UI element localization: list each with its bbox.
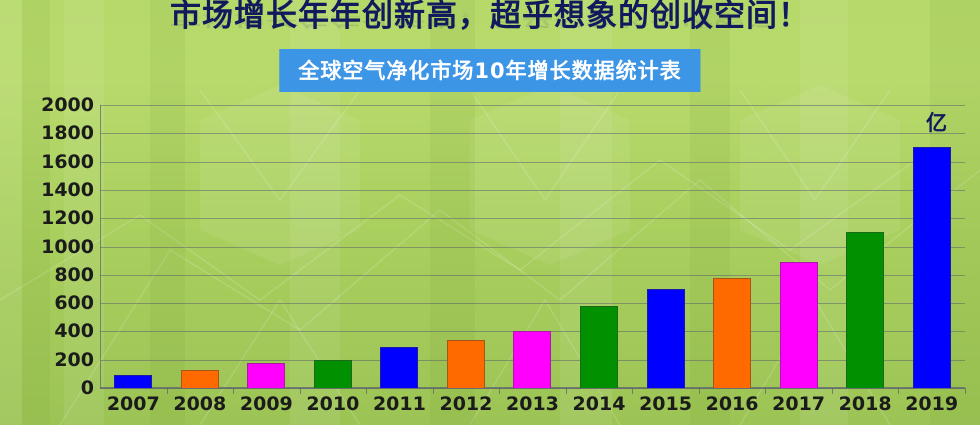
bg-stripe [0,0,22,425]
x-axis-tick-label: 2008 [173,393,227,415]
y-axis-tick-label: 1400 [41,178,94,201]
y-axis-tick-label: 600 [54,292,94,315]
gridline [100,388,965,389]
bar-2015[interactable] [646,288,685,388]
x-tickmark [898,388,900,394]
y-axis-tick-label: 1800 [41,122,94,145]
bar-cell [566,105,633,388]
x-tickmark [299,388,301,394]
y-axis-tick-label: 0 [80,377,94,399]
bar-cell [366,105,433,388]
y-axis-tick-label: 800 [54,263,94,286]
x-tickmark [233,388,235,394]
x-tickmark [432,388,434,394]
x-axis-tick-label: 2015 [639,393,692,415]
y-axis-tick-label: 1600 [41,150,94,173]
chart-plot-area: 2000 1800 1600 1400 1200 1000 800 600 400 200 0 亿 [41,94,966,399]
x-tickmark [831,388,833,394]
bar-series [100,105,965,388]
gridline [100,274,965,276]
y-axis-tick-label: 1200 [41,207,94,230]
bar-cell [167,105,234,388]
x-axis-tick-label: 2017 [772,393,826,415]
bar-2014[interactable] [579,305,618,388]
x-axis-tick-label: 2019 [905,393,959,415]
bar-2016[interactable] [713,277,752,388]
bar-cell [699,105,766,388]
bar-cell [765,105,832,388]
bar-2011[interactable] [380,346,419,388]
x-tickmark [965,388,966,394]
bar-cell [233,105,300,388]
bar-2018[interactable] [846,232,885,388]
x-axis-tick-label: 2010 [306,393,360,415]
x-tickmark [366,388,368,394]
x-axis-tick-label: 2013 [506,393,559,415]
page-headline: 市场增长年年创新高，超乎想象的创收空间！ [170,0,810,34]
bar-2007[interactable] [114,375,153,388]
gridline [100,133,965,135]
x-tickmark [765,388,767,394]
x-axis-tick-label: 2012 [439,393,493,415]
subtitle-banner: 全球空气净化市场10年增长数据统计表 [279,49,701,92]
gridline [100,189,965,191]
gridline [100,218,965,220]
x-tickmark [565,388,567,394]
gridline [100,105,965,106]
bar-cell [898,105,965,388]
gridline [100,161,965,163]
bar-cell [433,105,500,388]
unit-label: 亿 [926,111,947,135]
y-axis-tick-label: 1000 [41,235,94,258]
x-tickmark [632,388,634,394]
x-axis-labels: 2007 2008 2009 2010 2011 2012 2013 2014 2015 2016… [100,393,965,415]
x-axis-tick-label: 2011 [372,393,426,415]
gridline [100,246,965,248]
x-axis-tick-label: 2014 [572,393,626,415]
bar-2009[interactable] [247,362,286,388]
bar-2012[interactable] [446,339,485,388]
bar-cell [499,105,566,388]
bar-2010[interactable] [313,359,352,388]
bar-2013[interactable] [513,331,552,388]
gridline [100,303,965,305]
y-axis-tick-label: 200 [54,348,94,371]
x-tickmark [698,388,700,394]
bar-2019[interactable] [912,147,951,388]
bar-cell [300,105,367,388]
bar-cell [832,105,899,388]
y-axis-tick-label: 2000 [41,94,94,116]
x-tickmark [166,388,168,394]
bar-cell [100,105,167,388]
bar-2017[interactable] [779,262,818,388]
x-axis-tick-label: 2016 [705,393,759,415]
x-axis-tick-label: 2007 [106,393,160,415]
x-axis-tick-label: 2009 [239,393,293,415]
bar-2008[interactable] [180,369,219,388]
y-axis-tick-label: 400 [54,320,94,343]
bar-cell [632,105,699,388]
x-axis-tick-label: 2018 [838,393,892,415]
x-tickmark [499,388,501,394]
